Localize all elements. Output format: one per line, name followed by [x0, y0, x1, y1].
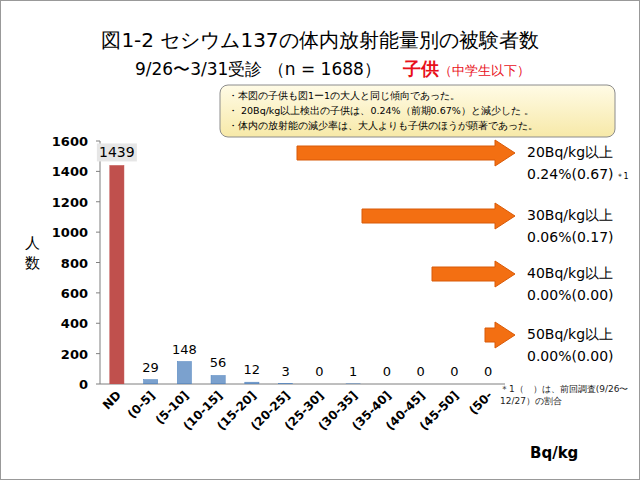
y-tick — [96, 141, 100, 142]
bar — [110, 165, 124, 384]
subtitle-highlight-note: （中学生以下） — [439, 63, 530, 78]
annotation-label: 30Bq/kg以上 — [527, 207, 613, 223]
y-tick — [96, 171, 100, 172]
data-label: 12 — [244, 362, 261, 377]
annotation-arrow — [485, 322, 515, 348]
annotation-text: 0.00%(0.00) — [527, 287, 614, 303]
data-label: 1439 — [99, 144, 135, 160]
y-tick — [96, 353, 100, 354]
subtitle: 9/26〜3/31受診 （n = 1688） — [135, 59, 381, 79]
data-label: 1 — [349, 364, 357, 379]
annotation-label: 50Bq/kg以上 — [527, 326, 613, 342]
data-label: 3 — [281, 364, 289, 379]
y-tick-label: 800 — [61, 256, 88, 271]
y-axis-label: 人数 — [25, 234, 40, 272]
y-tick — [96, 384, 100, 385]
data-label: 29 — [142, 360, 159, 375]
y-tick — [96, 323, 100, 324]
y-label-char: 数 — [25, 254, 40, 272]
data-label: 0 — [416, 364, 424, 379]
frame — [1, 1, 640, 480]
data-label: 0 — [450, 364, 458, 379]
bar — [245, 382, 259, 384]
bar — [447, 384, 461, 385]
bar — [279, 383, 293, 384]
y-tick-label: 1400 — [52, 164, 88, 179]
note-line: ・本図の子供も図1ー1の大人と同じ傾向であった。 — [228, 90, 460, 101]
y-label-char: 人 — [25, 234, 40, 252]
x-axis-label: Bq/kg — [530, 444, 578, 462]
x-axis — [100, 384, 505, 385]
data-label: 0 — [383, 364, 391, 379]
x-tick-label: ND — [100, 388, 124, 412]
bars — [110, 165, 360, 384]
subtitle-highlight: 子供 — [402, 58, 439, 79]
bar — [211, 375, 225, 384]
title: 図1-2 セシウム137の体内放射能量別の被験者数 — [101, 28, 538, 52]
bar — [144, 380, 158, 384]
note-box — [220, 85, 615, 137]
bar — [177, 362, 191, 384]
x-tick-label: (50- — [466, 388, 495, 417]
bar — [346, 383, 360, 384]
annotation-arrow — [297, 140, 515, 166]
note-line: ・体内の放射能の減少率は、大人よりも子供のほうが顕著であった。 — [228, 120, 538, 131]
bar — [312, 384, 326, 385]
y-tick-label: 600 — [61, 286, 88, 301]
y-tick-label: 1600 — [52, 134, 88, 149]
bar — [380, 384, 394, 385]
data-label: 148 — [172, 342, 197, 357]
annotation-arrow — [362, 203, 515, 229]
bar — [481, 384, 495, 385]
footnote: ＊1（ ）は、前回調査(9/26〜12/27）の割合 — [500, 383, 636, 407]
annotation-arrow — [432, 261, 515, 287]
y-tick-label: 0 — [79, 377, 88, 392]
y-tick — [96, 232, 100, 233]
y-tick — [96, 292, 100, 293]
data-label: 0 — [484, 364, 492, 379]
chart-svg: 図1-2 セシウム137の体内放射能量別の被験者数 9/26〜3/31受診 （n … — [0, 0, 640, 480]
chart-root: 図1-2 セシウム137の体内放射能量別の被験者数 9/26〜3/31受診 （n … — [0, 0, 640, 480]
y-tick — [96, 262, 100, 263]
note-line: ・ 20Bq/kg以上検出の子供は、0.24%（前期0.67%）と減少した 。 — [228, 105, 534, 116]
annotation-text: 0.24%(0.67) — [527, 166, 614, 182]
annotation-mark: ＊1 — [616, 172, 629, 181]
y-axis — [100, 141, 101, 384]
data-label: 56 — [210, 355, 227, 370]
annotation-text: 0.00%(0.00) — [527, 348, 614, 364]
annotation-label: 20Bq/kg以上 — [527, 144, 613, 160]
y-tick-label: 1200 — [52, 195, 88, 210]
y-tick-label: 200 — [61, 347, 88, 362]
annotation-text: 0.06%(0.17) — [527, 229, 614, 245]
y-tick-label: 1000 — [52, 225, 88, 240]
annotation-label: 40Bq/kg以上 — [527, 265, 613, 281]
data-label: 0 — [315, 364, 323, 379]
y-tick-label: 400 — [61, 316, 88, 331]
data-label-bg — [97, 143, 137, 161]
x-tick-label: (45-50] — [417, 388, 462, 433]
bar — [414, 384, 428, 385]
y-tick — [96, 201, 100, 202]
